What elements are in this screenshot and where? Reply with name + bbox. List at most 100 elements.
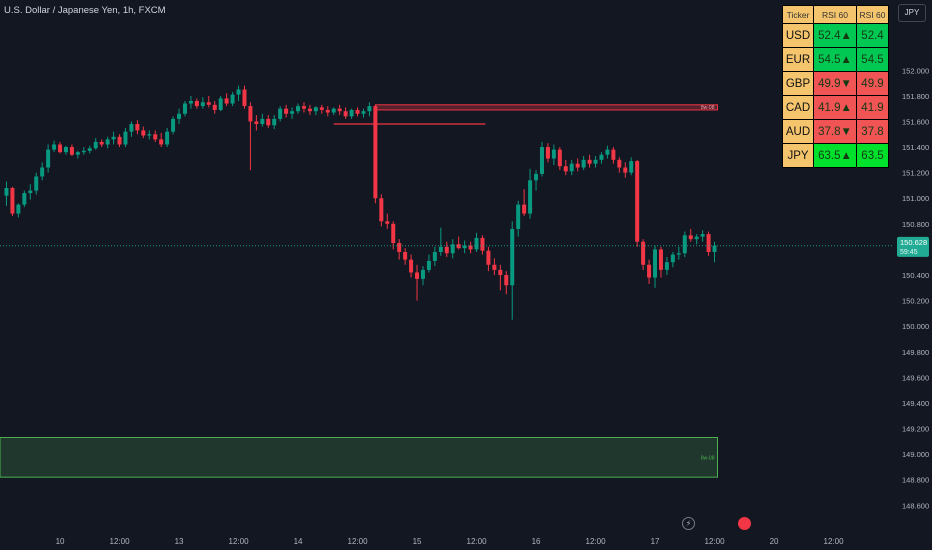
symbol-title: U.S. Dollar / Japanese Yen, 1h, FXCM <box>4 5 166 16</box>
currency-button[interactable]: JPY <box>898 4 926 22</box>
ticker-cell: USD <box>782 23 814 48</box>
candle-body <box>325 109 330 113</box>
demand-zone <box>0 437 718 478</box>
x-tick-label: 12:00 <box>110 537 131 546</box>
y-tick-label: 150.800 <box>902 220 929 229</box>
candle-body <box>670 254 675 263</box>
x-tick-label: 17 <box>651 537 660 546</box>
rsi-value-arrow: 37.8▼ <box>813 119 857 144</box>
candle-body <box>194 100 199 107</box>
candle-body <box>504 275 509 286</box>
candle-body <box>200 102 205 107</box>
candle-body <box>653 249 658 278</box>
ticker-cell: EUR <box>782 47 814 72</box>
rsi-table: Ticker RSI 60 RSI 60 USD 52.4▲ 52.4 EUR … <box>782 5 889 168</box>
rsi-arrow-icon: ▼ <box>840 125 852 138</box>
candle-body <box>165 131 170 145</box>
candle-body <box>545 147 550 159</box>
candle-body <box>444 246 449 254</box>
demand-zone-label: 8w-08 <box>701 455 715 461</box>
candle-body <box>557 149 562 167</box>
candle-body <box>28 190 33 194</box>
candle-body <box>367 106 372 112</box>
candle-body <box>69 147 74 155</box>
lightning-icon[interactable]: ⚡ <box>682 517 695 530</box>
candle-body <box>337 108 342 112</box>
rsi-arrow-icon: ▲ <box>840 101 852 114</box>
rsi-value: 54.5 <box>818 53 841 66</box>
candle-body <box>569 163 574 172</box>
candle-body <box>647 264 652 278</box>
y-tick-label: 148.600 <box>902 501 929 510</box>
x-tick-label: 12:00 <box>467 537 488 546</box>
supply-zone <box>374 104 718 111</box>
candle-body <box>58 144 63 153</box>
candle-body <box>212 104 217 110</box>
candle-body <box>563 166 568 172</box>
candle-body <box>688 235 693 240</box>
candle-body <box>260 118 265 125</box>
candle-body <box>230 94 235 104</box>
rsi-value: 41.9 <box>818 101 841 114</box>
record-icon[interactable] <box>738 517 751 530</box>
rsi-table-header: Ticker RSI 60 RSI 60 <box>782 5 889 24</box>
rsi-row: JPY 63.5▲ 63.5 <box>782 143 889 168</box>
candle-body <box>635 161 640 242</box>
rsi-value-arrow: 49.9▼ <box>813 71 857 96</box>
candle-body <box>581 159 586 168</box>
candle-body <box>480 237 485 251</box>
x-tick-label: 12:00 <box>824 537 845 546</box>
y-tick-label: 149.800 <box>902 348 929 357</box>
rsi-value-arrow: 52.4▲ <box>813 23 857 48</box>
y-tick-label: 151.000 <box>902 194 929 203</box>
candle-body <box>450 244 455 254</box>
rsi-value: 37.8 <box>818 125 841 138</box>
candle-body <box>52 144 57 150</box>
candle-body <box>188 100 193 104</box>
y-tick-label: 148.800 <box>902 476 929 485</box>
rsi-row: CAD 41.9▲ 41.9 <box>782 95 889 120</box>
x-tick-label: 16 <box>532 537 541 546</box>
candle-body <box>409 259 414 273</box>
y-tick-label: 151.800 <box>902 92 929 101</box>
candle-body <box>349 109 354 117</box>
y-tick-label: 151.200 <box>902 169 929 178</box>
candle-body <box>593 159 598 164</box>
candle-body <box>10 187 15 214</box>
candle-body <box>391 223 396 244</box>
candle-body <box>575 163 580 168</box>
x-tick-label: 10 <box>56 537 65 546</box>
rsi-value-plain: 52.4 <box>856 23 889 48</box>
candle-body <box>629 161 634 173</box>
price-badge-countdown: 59:45 <box>900 249 918 256</box>
candle-body <box>123 131 128 145</box>
rsi-row: AUD 37.8▼ 37.8 <box>782 119 889 144</box>
candle-body <box>93 141 98 149</box>
candle-body <box>159 139 164 145</box>
candle-body <box>206 102 211 105</box>
candle-body <box>551 149 556 159</box>
candle-body <box>63 147 68 153</box>
candle-body <box>403 251 408 260</box>
candle-body <box>468 245 473 250</box>
candle-body <box>676 253 681 255</box>
rsi-value: 49.9 <box>818 77 841 90</box>
candle-body <box>242 89 247 107</box>
y-tick-label: 151.400 <box>902 143 929 152</box>
candle-body <box>534 173 539 181</box>
y-tick-label: 149.000 <box>902 450 929 459</box>
rsi-value-plain: 63.5 <box>856 143 889 168</box>
candle-body <box>397 243 402 252</box>
candle-body <box>46 149 51 168</box>
y-tick-label: 151.600 <box>902 117 929 126</box>
candle-body <box>438 246 443 252</box>
candle-body <box>331 108 336 113</box>
candle-body <box>528 180 533 214</box>
candle-body <box>385 221 390 224</box>
candle-body <box>462 245 467 249</box>
candle-body <box>456 244 461 249</box>
candle-body <box>319 107 324 110</box>
candle-body <box>111 136 116 140</box>
candle-body <box>498 269 503 275</box>
